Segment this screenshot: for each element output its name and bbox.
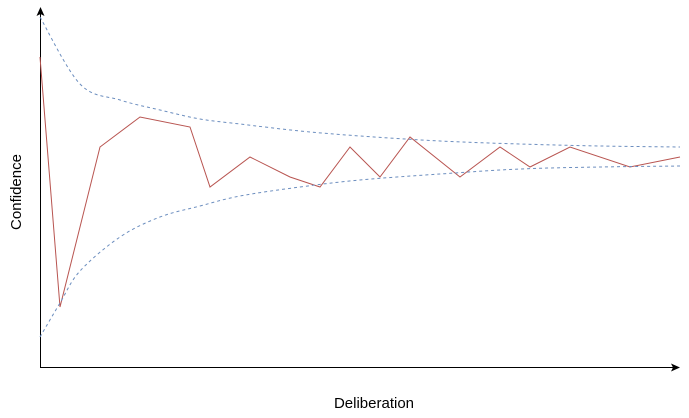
upper-bound-line <box>39 16 681 148</box>
x-axis-label: Deliberation <box>334 395 414 412</box>
series-layer <box>39 16 681 338</box>
axes <box>36 7 680 372</box>
y-axis-arrowhead <box>36 7 45 16</box>
lower-bound-line <box>39 165 681 338</box>
x-axis-arrowhead <box>671 363 680 372</box>
confidence-line <box>39 56 681 308</box>
y-axis-label: Confidence <box>8 154 25 230</box>
